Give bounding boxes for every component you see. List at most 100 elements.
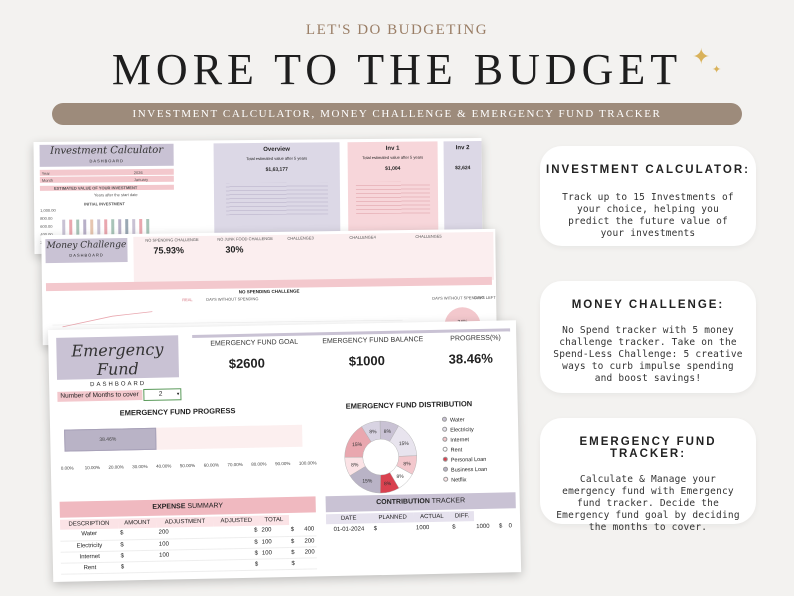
expense-cell-cur1[interactable]: $ bbox=[120, 552, 124, 560]
progress-chart-title: EMERGENCY FUND PROGRESS bbox=[119, 406, 236, 418]
legend-label: Rent bbox=[450, 447, 463, 454]
progress-fill-bar: 38.46% bbox=[64, 427, 157, 452]
legend-label: Internet bbox=[450, 437, 470, 444]
legend-dot-icon bbox=[441, 416, 448, 422]
challenge-2-label: NO JUNK FOOD CHALLENGE bbox=[217, 235, 273, 242]
contrib-cell-diff[interactable]: 0 bbox=[508, 522, 512, 529]
expense-header-cell: TOTAL bbox=[264, 517, 284, 524]
inv2-title: Inv 2 bbox=[455, 145, 470, 152]
challenge-2-value: 30% bbox=[225, 244, 244, 255]
contrib-cell-cur1[interactable]: $ bbox=[373, 525, 378, 532]
expense-cell-cur3[interactable]: $ bbox=[291, 560, 295, 567]
x-tick: 60.00% bbox=[203, 462, 219, 468]
emergency-subtitle: DASHBOARD bbox=[90, 380, 147, 389]
expense-cell-cur3[interactable]: $ bbox=[290, 538, 295, 545]
expense-cell-cur3[interactable]: $ bbox=[291, 549, 295, 556]
emergency-title: Emergency Fund bbox=[71, 339, 164, 379]
expense-cell-adjusted[interactable]: 100 bbox=[261, 549, 273, 557]
expense-title-rest: SUMMARY bbox=[185, 502, 224, 511]
expense-cell-total[interactable] bbox=[299, 557, 317, 568]
legend-dot-icon bbox=[442, 426, 448, 432]
overview-value: $1,63,177 bbox=[265, 166, 288, 173]
tagline: LET'S DO BUDGETING bbox=[305, 22, 489, 38]
progress-x-axis: 0.00% 10.00% 20.00% 30.00% 40.00% 50.00% 60.00… bbox=[60, 460, 317, 474]
legend-label: Water bbox=[449, 417, 465, 424]
initial-investment-label: INITIAL INVESTMENT bbox=[84, 201, 125, 207]
month-value[interactable]: January bbox=[133, 176, 149, 183]
progress-value: 38.46% bbox=[448, 350, 493, 367]
sparkle-icon: ✦ bbox=[692, 44, 711, 69]
inv1-value: $1,004 bbox=[385, 165, 401, 172]
legend-label: Electricity bbox=[450, 427, 474, 434]
expense-cell-cur3[interactable]: $ bbox=[290, 527, 295, 534]
card-text: Track up to 15 Investments of your choic… bbox=[562, 192, 734, 239]
x-tick: 90.00% bbox=[274, 460, 291, 467]
contribution-header: CONTRIBUTION TRACKER bbox=[325, 492, 516, 513]
x-tick: 40.00% bbox=[156, 463, 172, 469]
contrib-header-cell: DIFF. bbox=[454, 513, 470, 520]
expense-cell-cur1[interactable]: $ bbox=[120, 530, 124, 537]
expense-cell-total[interactable]: 200 bbox=[304, 548, 315, 556]
x-tick: 20.00% bbox=[108, 464, 124, 470]
donut-label: 8% bbox=[396, 474, 404, 480]
expense-cell-adjusted[interactable] bbox=[260, 558, 290, 570]
donut-label: 15% bbox=[352, 442, 363, 448]
x-tick: 30.00% bbox=[132, 463, 148, 470]
contrib-cell-actual[interactable]: 1000 bbox=[476, 523, 490, 530]
x-tick: 70.00% bbox=[227, 461, 243, 468]
money-title: Money Challenge bbox=[46, 239, 127, 252]
donut-label: 8% bbox=[384, 481, 392, 487]
inv2-value: $2,624 bbox=[455, 165, 471, 172]
distribution-title: EMERGENCY FUND DISTRIBUTION bbox=[345, 399, 473, 411]
expense-cell-total[interactable]: 400 bbox=[304, 526, 315, 533]
progress-label: PROGRESS(%) bbox=[450, 334, 501, 343]
subtitle-banner: INVESTMENT CALCULATOR, MONEY CHALLENGE &… bbox=[52, 103, 742, 125]
months-select[interactable]: 2 ▾ bbox=[143, 388, 182, 402]
expense-cell-total[interactable]: 200 bbox=[304, 537, 315, 545]
estimated-label: ESTIMATED VALUE OF YOUR INVESTMENT bbox=[53, 185, 138, 191]
emergency-title-box: Emergency Fund DASHBOARD bbox=[56, 335, 180, 388]
x-tick: 80.00% bbox=[251, 461, 267, 467]
expense-cell-cur1[interactable]: $ bbox=[120, 563, 125, 571]
month-label: Month bbox=[41, 177, 54, 183]
x-tick: 0.00% bbox=[60, 465, 74, 471]
contrib-cell-cur2[interactable]: $ bbox=[452, 524, 456, 531]
legend-real: REAL bbox=[182, 297, 193, 303]
inv1-title: Inv 1 bbox=[385, 145, 400, 152]
expense-cell-cur1[interactable]: $ bbox=[120, 541, 124, 549]
x-tick: 50.00% bbox=[179, 462, 196, 469]
y-tick: 600.00 bbox=[40, 223, 53, 229]
challenge-4-label: CHALLENGE4 bbox=[349, 234, 376, 240]
distribution-legend: Water Electricity Internet Rent Personal Loa… bbox=[441, 414, 513, 485]
donut-label: 15% bbox=[362, 478, 373, 484]
expense-cell-amount[interactable] bbox=[157, 560, 214, 572]
overview-title: Overview bbox=[263, 146, 290, 153]
y-tick: 800.00 bbox=[40, 215, 53, 221]
card-title: MONEY CHALLENGE: bbox=[571, 299, 725, 311]
legend-item: Netflix bbox=[443, 474, 513, 485]
contrib-cell-planned[interactable]: 1000 bbox=[415, 524, 430, 531]
expense-cell-desc[interactable]: Rent bbox=[83, 564, 97, 571]
legend-dot-icon bbox=[442, 436, 448, 442]
contribution-table: DATE PLANNED ACTUAL DIFF. 01-01-2024 $1000 $1… bbox=[325, 510, 517, 535]
expense-title-bold: EXPENSE bbox=[152, 503, 186, 511]
overview-total-label: Total estimated value after 5 years bbox=[246, 155, 308, 162]
expense-cell-cur2[interactable]: $ bbox=[254, 561, 259, 568]
chevron-down-icon: ▾ bbox=[176, 391, 180, 398]
year-value[interactable]: 2026 bbox=[133, 170, 143, 176]
contrib-cell-cur3[interactable]: $ bbox=[498, 523, 503, 530]
progress-bar-label: 38.46% bbox=[99, 436, 117, 443]
donut-label: 8% bbox=[351, 462, 359, 468]
contrib-cell-date[interactable]: 01-01-2024 bbox=[333, 525, 365, 533]
challenge-3-label: CHALLENGE3 bbox=[287, 235, 314, 241]
challenge-1-value: 75.93% bbox=[153, 245, 185, 256]
expense-cell-adjusted[interactable]: 100 bbox=[261, 538, 272, 546]
card-emergency: EMERGENCY FUND TRACKER: Calculate & Mana… bbox=[540, 418, 756, 533]
legend-days-without: DAYS WITHOUT SPENDING bbox=[206, 296, 259, 302]
balance-value: $1000 bbox=[348, 352, 386, 369]
y-tick: 1,000.00 bbox=[40, 207, 56, 213]
no-spending-section-header: NO SPENDING CHALLENGE bbox=[45, 276, 492, 294]
donut-label: 8% bbox=[384, 429, 392, 435]
expense-cell-adjusted[interactable]: 200 bbox=[261, 527, 272, 534]
goal-value: $2600 bbox=[228, 355, 266, 372]
